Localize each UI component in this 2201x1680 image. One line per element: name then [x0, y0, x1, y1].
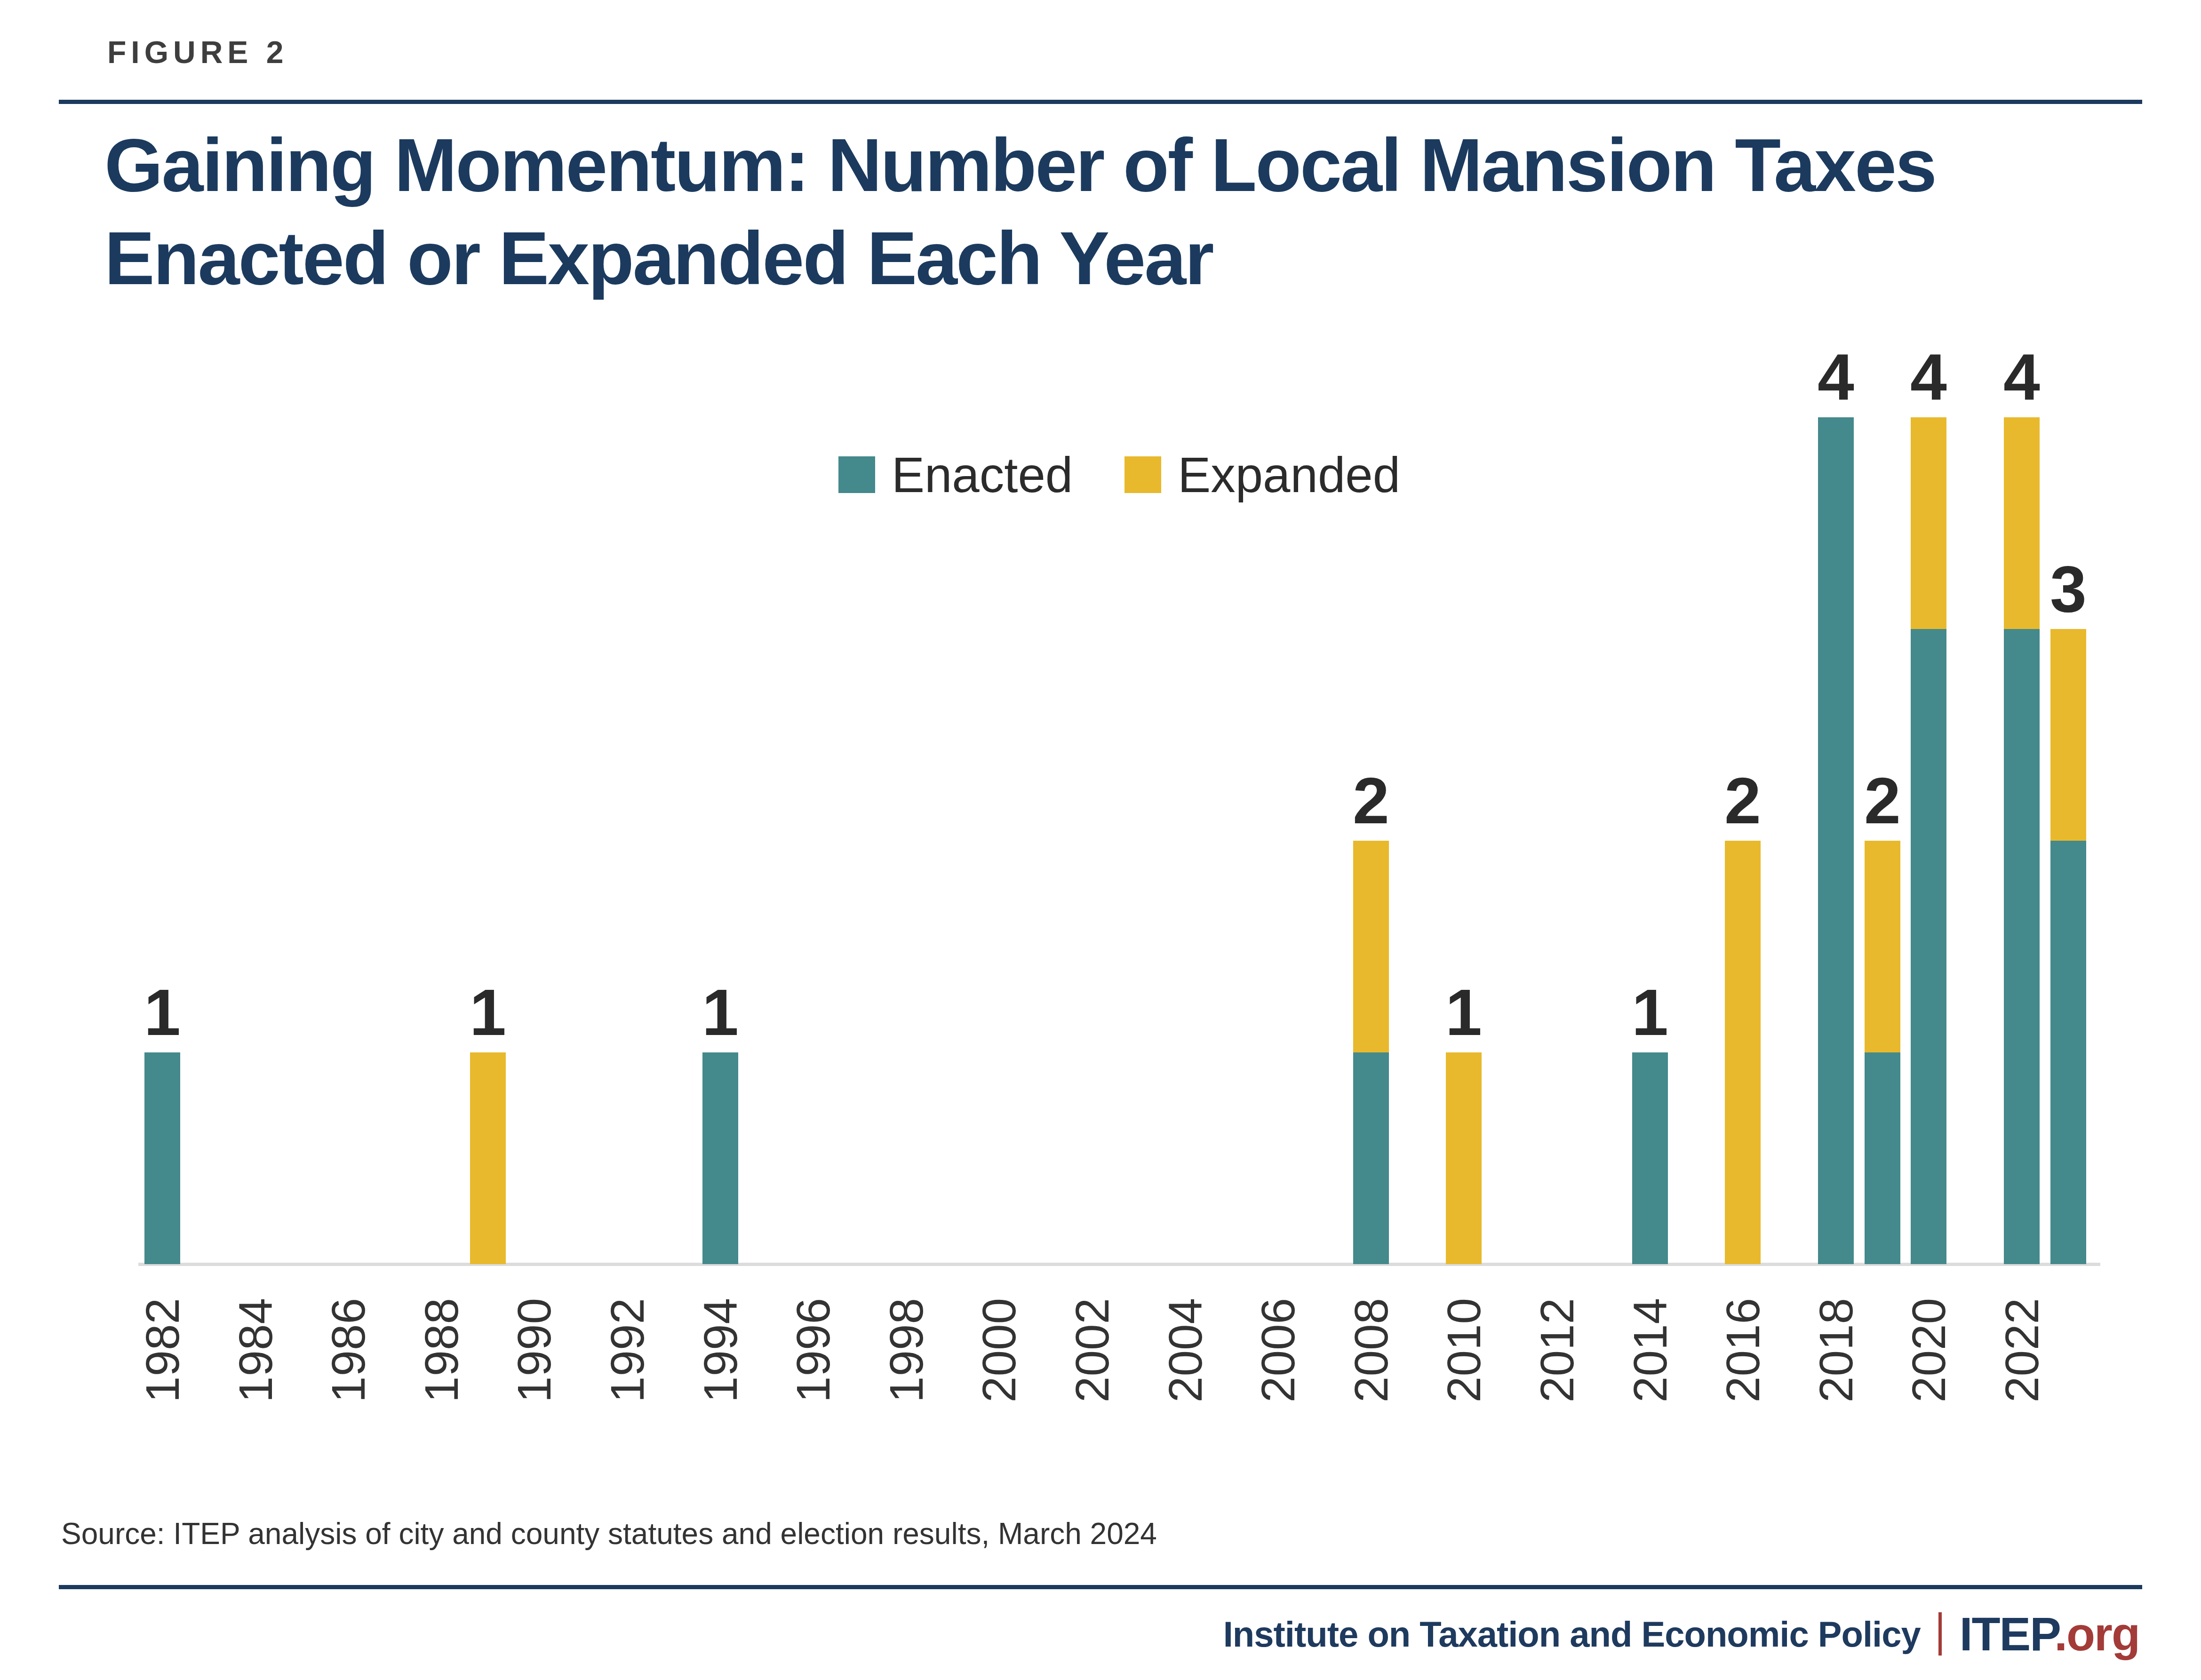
x-tick-2004: 2004: [1157, 1297, 1213, 1403]
footer: Institute on Taxation and Economic Polic…: [1223, 1603, 2139, 1664]
x-tick-label-2022: 2022: [1998, 1298, 2045, 1402]
x-tick-label-2010: 2010: [1440, 1298, 1487, 1402]
x-tick-1996: 1996: [785, 1297, 841, 1403]
footer-rule: [59, 1585, 2142, 1589]
x-tick-label-1994: 1994: [697, 1298, 744, 1402]
bar-segment-enacted-2018: [1818, 417, 1854, 1264]
x-tick-label-1998: 1998: [883, 1298, 930, 1402]
x-tick-label-1990: 1990: [510, 1298, 558, 1402]
x-tick-2000: 2000: [971, 1297, 1027, 1403]
bar-value-label-2023: 3: [2012, 556, 2125, 622]
plot-area: 1112112424431982198419861988199019921994…: [0, 0, 2201, 1680]
bar-segment-enacted-1994: [702, 1052, 738, 1264]
bar-segment-expanded-1989: [470, 1052, 506, 1264]
x-tick-label-2008: 2008: [1348, 1298, 1395, 1402]
bar-value-label-2008: 2: [1315, 768, 1427, 834]
x-tick-label-1982: 1982: [139, 1298, 186, 1402]
x-tick-2016: 2016: [1715, 1297, 1771, 1403]
x-tick-2012: 2012: [1529, 1297, 1585, 1403]
x-tick-2022: 2022: [1994, 1297, 2050, 1403]
x-tick-2006: 2006: [1250, 1297, 1306, 1403]
x-tick-1982: 1982: [134, 1297, 191, 1403]
bar-segment-enacted-2022: [2004, 629, 2040, 1264]
x-tick-1988: 1988: [413, 1297, 470, 1403]
bar-value-label-1989: 1: [431, 979, 544, 1045]
x-axis-baseline: [138, 1263, 2100, 1266]
x-tick-2008: 2008: [1343, 1297, 1399, 1403]
x-tick-2020: 2020: [1900, 1297, 1957, 1403]
x-tick-1992: 1992: [599, 1297, 655, 1403]
bar-value-label-2022: 4: [1965, 344, 2078, 410]
x-tick-2018: 2018: [1808, 1297, 1864, 1403]
bar-segment-expanded-2008: [1353, 841, 1389, 1052]
footer-brand-org-suffix: .org: [2054, 1608, 2139, 1660]
bar-segment-enacted-2008: [1353, 1052, 1389, 1264]
x-tick-1998: 1998: [878, 1297, 934, 1403]
bar-segment-enacted-2019: [1865, 1052, 1900, 1264]
bar-segment-expanded-2023: [2050, 629, 2086, 841]
bar-value-label-2014: 1: [1594, 979, 1707, 1045]
x-tick-label-1986: 1986: [325, 1298, 372, 1402]
x-tick-label-1988: 1988: [418, 1298, 465, 1402]
x-tick-label-1996: 1996: [789, 1298, 837, 1402]
bar-segment-enacted-1982: [144, 1052, 180, 1264]
source-note: Source: ITEP analysis of city and county…: [61, 1516, 1157, 1552]
x-tick-2010: 2010: [1435, 1297, 1492, 1403]
bar-segment-expanded-2016: [1725, 841, 1761, 1264]
footer-brand-itep: ITEP: [1960, 1608, 2054, 1660]
x-tick-label-2002: 2002: [1069, 1298, 1116, 1402]
x-tick-label-2012: 2012: [1533, 1298, 1580, 1402]
footer-org-name: Institute on Taxation and Economic Polic…: [1223, 1614, 1921, 1655]
x-tick-label-2004: 2004: [1162, 1298, 1209, 1402]
x-tick-2014: 2014: [1622, 1297, 1678, 1403]
x-tick-label-2020: 2020: [1905, 1298, 1952, 1402]
bar-value-label-1994: 1: [664, 979, 777, 1045]
x-tick-1990: 1990: [506, 1297, 562, 1403]
x-tick-label-1992: 1992: [604, 1298, 651, 1402]
bar-value-label-2016: 2: [1686, 768, 1799, 834]
x-tick-2002: 2002: [1064, 1297, 1120, 1403]
x-tick-1994: 1994: [692, 1297, 749, 1403]
bar-segment-expanded-2010: [1446, 1052, 1482, 1264]
bar-segment-enacted-2014: [1632, 1052, 1668, 1264]
x-tick-1986: 1986: [320, 1297, 376, 1403]
bar-value-label-1982: 1: [106, 979, 219, 1045]
figure-2-chart-page: FIGURE 2 Gaining Momentum: Number of Loc…: [0, 0, 2201, 1680]
bar-segment-expanded-2020: [1911, 417, 1946, 629]
bar-segment-enacted-2020: [1911, 629, 1946, 1264]
bar-value-label-2010: 1: [1407, 979, 1520, 1045]
footer-divider-bar: [1938, 1612, 1942, 1656]
x-tick-label-2016: 2016: [1719, 1298, 1766, 1402]
x-tick-label-2006: 2006: [1254, 1298, 1301, 1402]
footer-brand-logo: ITEP.org: [1960, 1610, 2139, 1657]
x-tick-label-2014: 2014: [1627, 1298, 1674, 1402]
x-tick-label-1984: 1984: [232, 1298, 279, 1402]
bar-segment-expanded-2019: [1865, 841, 1900, 1052]
x-tick-label-2018: 2018: [1812, 1298, 1859, 1402]
bar-segment-enacted-2023: [2050, 841, 2086, 1264]
x-tick-label-2000: 2000: [975, 1298, 1022, 1402]
x-tick-1984: 1984: [227, 1297, 284, 1403]
